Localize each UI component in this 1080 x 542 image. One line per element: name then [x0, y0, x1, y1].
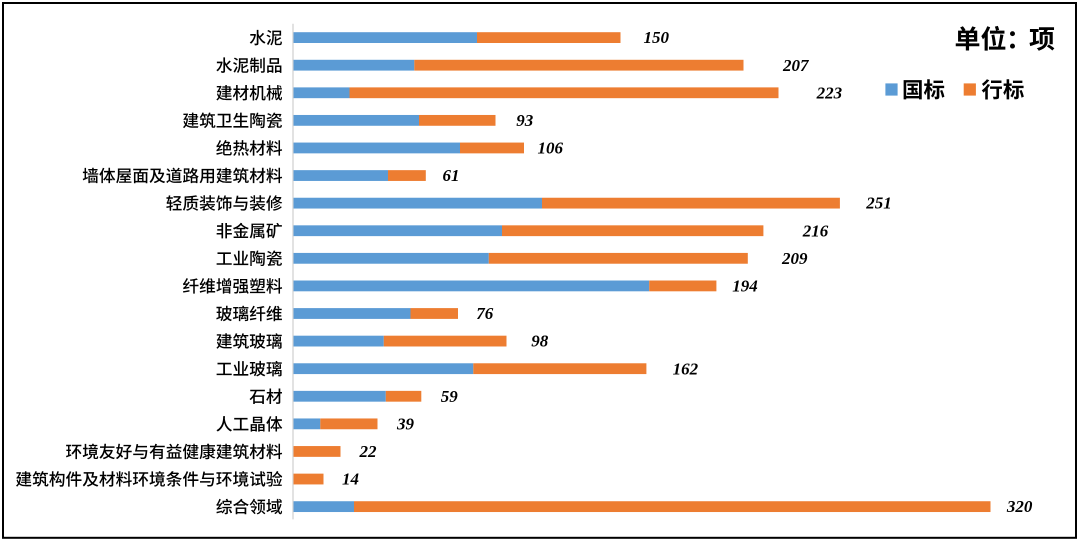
svg-text:106: 106 [538, 139, 564, 158]
svg-text:216: 216 [802, 221, 829, 240]
svg-text:150: 150 [644, 28, 670, 47]
svg-text:194: 194 [732, 277, 758, 296]
svg-text:59: 59 [441, 387, 459, 406]
svg-text:223: 223 [816, 83, 843, 102]
svg-text:162: 162 [673, 359, 699, 378]
svg-text:76: 76 [476, 304, 494, 323]
svg-text:209: 209 [781, 249, 808, 268]
svg-text:14: 14 [342, 470, 359, 489]
svg-text:39: 39 [396, 414, 415, 433]
svg-text:251: 251 [865, 194, 892, 213]
svg-text:320: 320 [1006, 497, 1033, 516]
svg-text:93: 93 [516, 111, 534, 130]
svg-text:61: 61 [443, 166, 460, 185]
svg-text:207: 207 [782, 56, 810, 75]
svg-text:98: 98 [531, 332, 549, 351]
svg-text:22: 22 [359, 442, 378, 461]
